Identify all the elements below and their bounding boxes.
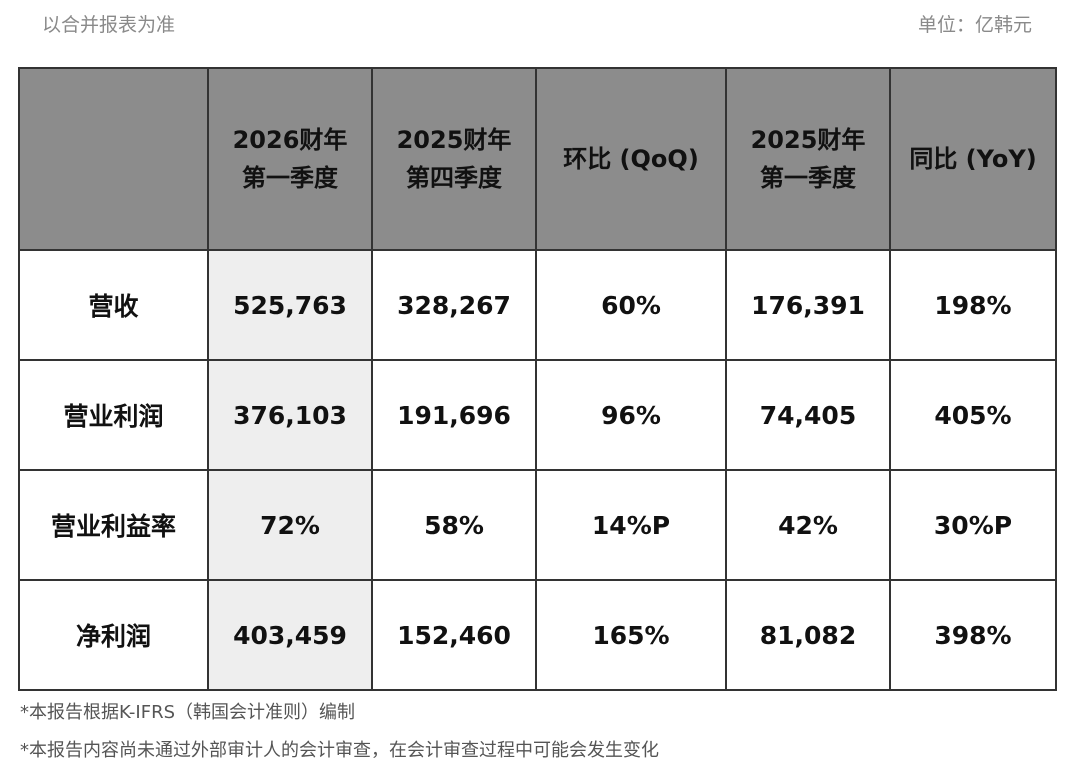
cell-2025q4: 191,696	[371, 359, 537, 471]
header-yoy: 同比 (YoY)	[889, 67, 1057, 251]
header-2025q4: 2025财年 第四季度	[371, 67, 537, 251]
table-row: 净利润 403,459 152,460 165% 81,082 398%	[18, 579, 1057, 691]
cell-2025q1: 74,405	[725, 359, 891, 471]
consolidated-basis-note: 以合并报表为准	[42, 14, 176, 36]
cell-2025q4: 152,460	[371, 579, 537, 691]
header-qoq: 环比 (QoQ)	[535, 67, 727, 251]
cell-qoq: 14%P	[535, 469, 727, 581]
cell-2025q4: 58%	[371, 469, 537, 581]
table-row: 营业利益率 72% 58% 14%P 42% 30%P	[18, 469, 1057, 581]
cell-qoq: 60%	[535, 249, 727, 361]
table-row: 营收 525,763 328,267 60% 176,391 198%	[18, 249, 1057, 361]
cell-2026q1: 403,459	[207, 579, 373, 691]
footnote-audit: *本报告内容尚未通过外部审计人的会计审查，在会计审查过程中可能会发生变化	[20, 740, 659, 761]
cell-qoq: 96%	[535, 359, 727, 471]
cell-2026q1: 72%	[207, 469, 373, 581]
cell-yoy: 398%	[889, 579, 1057, 691]
cell-metric: 营业利益率	[18, 469, 209, 581]
header-row: 2026财年 第一季度 2025财年 第四季度 环比 (QoQ) 2025财年 第一季…	[18, 67, 1057, 251]
unit-label: 单位：亿韩元	[917, 14, 1032, 36]
header-blank	[18, 67, 209, 251]
footnote-ifrs: *本报告根据K-IFRS（韩国会计准则）编制	[20, 702, 356, 723]
cell-qoq: 165%	[535, 579, 727, 691]
cell-yoy: 30%P	[889, 469, 1057, 581]
cell-metric: 净利润	[18, 579, 209, 691]
table-row: 营业利润 376,103 191,696 96% 74,405 405%	[18, 359, 1057, 471]
cell-yoy: 405%	[889, 359, 1057, 471]
header-2026q1: 2026财年 第一季度	[207, 67, 373, 251]
cell-2025q1: 81,082	[725, 579, 891, 691]
earnings-table: 2026财年 第一季度 2025财年 第四季度 环比 (QoQ) 2025财年 第一季…	[18, 67, 1057, 691]
header-2025q1: 2025财年 第一季度	[725, 67, 891, 251]
cell-2025q1: 42%	[725, 469, 891, 581]
cell-2025q4: 328,267	[371, 249, 537, 361]
cell-yoy: 198%	[889, 249, 1057, 361]
cell-metric: 营业利润	[18, 359, 209, 471]
cell-2025q1: 176,391	[725, 249, 891, 361]
cell-metric: 营收	[18, 249, 209, 361]
cell-2026q1: 376,103	[207, 359, 373, 471]
cell-2026q1: 525,763	[207, 249, 373, 361]
